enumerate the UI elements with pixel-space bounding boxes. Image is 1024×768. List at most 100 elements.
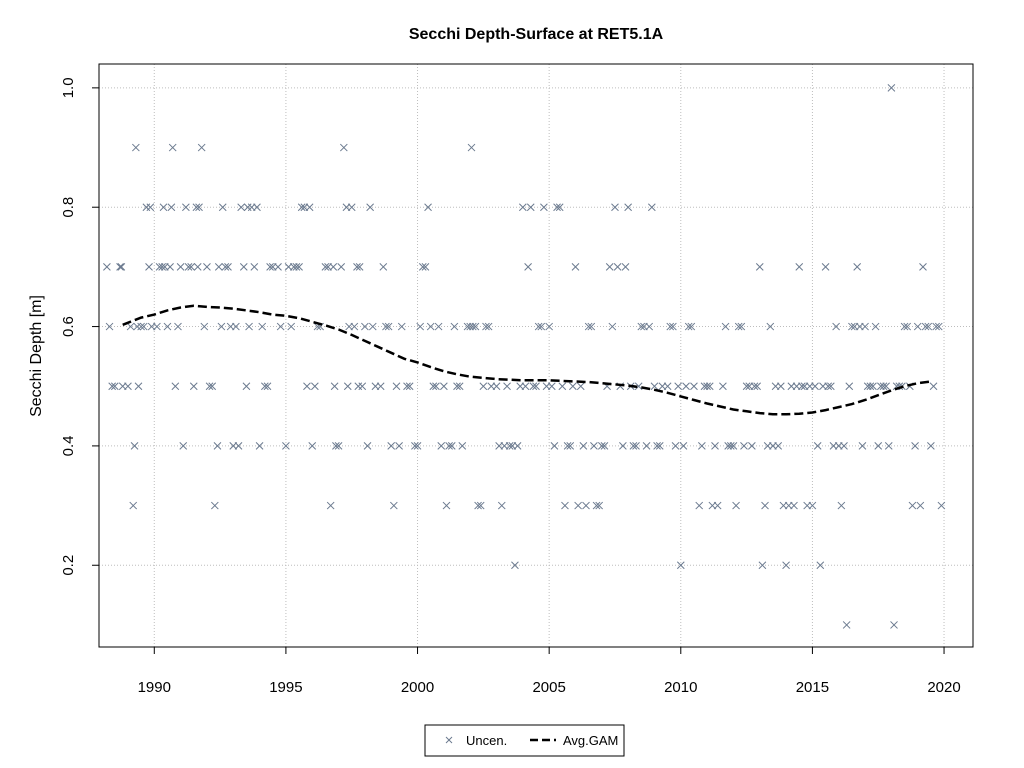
data-point [193,263,202,271]
data-point [129,501,138,510]
gam-path [122,304,932,416]
data-point [142,203,151,212]
data-point [467,143,476,152]
data-point [416,322,425,331]
data-point [666,322,675,331]
data-point [329,263,338,271]
data-point [913,322,922,331]
data-point [387,442,396,450]
data-point [166,263,174,271]
data-point [766,322,775,331]
data-point [776,382,785,391]
data-point [266,263,274,271]
x-tick-label: 2020 [927,679,960,696]
data-point [411,442,419,450]
data-point [566,442,575,450]
data-point [853,263,862,271]
data-point [576,382,585,391]
data-point [363,442,372,450]
data-point [176,263,185,271]
data-point [203,263,211,271]
data-point [921,322,930,331]
data-point [547,382,556,391]
data-point [869,382,877,391]
legend-uncen-label: Uncen. [466,733,507,748]
data-point [711,442,719,450]
data-point [132,143,140,152]
data-point [824,382,833,391]
data-point [303,382,311,391]
data-point [505,442,514,450]
data-point [782,561,790,570]
data-point [426,322,435,331]
data-point [432,382,440,391]
data-point [755,263,764,271]
data-point [405,382,414,391]
data-point [579,442,588,450]
data-point [621,263,630,271]
data-point [587,322,596,331]
data-point [337,263,346,271]
data-point [540,203,548,212]
data-point [647,203,656,212]
data-point [321,263,330,271]
data-point [253,203,261,212]
data-point [239,263,248,271]
data-point [937,501,946,510]
data-point [632,442,640,450]
data-point [392,382,401,391]
data-point [721,322,730,331]
data-point [790,501,798,510]
data-point [682,382,690,391]
y-tick-label: 0.6 [60,316,77,337]
data-point [355,263,364,271]
data-point [842,621,851,629]
data-point [429,382,438,391]
data-point [597,442,606,450]
data-point [753,382,761,391]
data-point [168,143,177,152]
data-point [384,322,393,331]
data-point [237,203,246,212]
data-point [871,322,880,331]
data-point [634,382,643,391]
data-point [484,322,493,331]
data-point [534,322,543,331]
data-point [934,322,943,331]
data-point [916,501,925,510]
data-point [798,382,806,391]
data-point [537,322,546,331]
data-point [258,322,267,331]
data-point [750,382,759,391]
data-point [221,263,230,271]
data-point [911,442,919,450]
data-point [354,382,363,391]
data-point [447,442,456,450]
data-point [624,203,632,212]
data-point [276,322,285,331]
legend-uncen-marker [445,736,453,744]
data-point [832,322,840,331]
data-point [497,501,506,510]
data-point [503,382,511,391]
data-point [748,442,756,450]
data-point [389,501,398,510]
data-point [326,501,335,510]
data-point [224,263,232,271]
data-point [719,382,727,391]
data-point [339,143,348,152]
data-point [821,263,830,271]
data-point [563,442,572,450]
y-tick-label: 1.0 [60,77,77,98]
data-point [837,501,846,510]
data-point [159,203,168,212]
data-point [117,263,126,271]
data-point [305,203,314,212]
x-tick-label: 2000 [401,679,434,696]
data-point [555,203,564,212]
data-point [761,501,769,510]
chart-title: Secchi Depth-Surface at RET5.1A [409,26,664,43]
data-point [192,203,201,212]
data-point [434,322,443,331]
data-point [642,442,651,450]
